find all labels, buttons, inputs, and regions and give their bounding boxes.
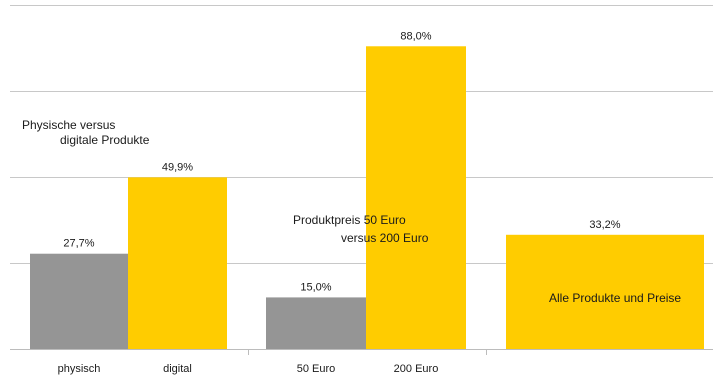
x-tick-label: physisch <box>58 363 101 375</box>
annotation-price-comparison-line2: versus 200 Euro <box>341 231 429 245</box>
x-tick-label: 50 Euro <box>297 363 336 375</box>
annotation-all-products: Alle Produkte und Preise <box>549 291 682 305</box>
annotation-physical-vs-digital-line2: digitale Produkte <box>60 133 150 147</box>
bar <box>266 297 366 349</box>
annotation-physical-vs-digital-line1: Physische versus <box>22 118 116 132</box>
data-label: 88,0% <box>400 30 431 42</box>
data-label: 15,0% <box>300 281 331 293</box>
data-label: 49,9% <box>162 161 193 173</box>
annotation-price-comparison-line1: Produktpreis 50 Euro <box>293 213 406 227</box>
x-tick-label: digital <box>163 363 192 375</box>
x-tick-label: 200 Euro <box>394 363 439 375</box>
bar <box>30 253 128 349</box>
bar <box>128 177 227 349</box>
bar <box>506 234 704 349</box>
data-label: 27,7% <box>63 238 94 250</box>
bar <box>366 46 466 349</box>
data-label: 33,2% <box>589 219 620 231</box>
